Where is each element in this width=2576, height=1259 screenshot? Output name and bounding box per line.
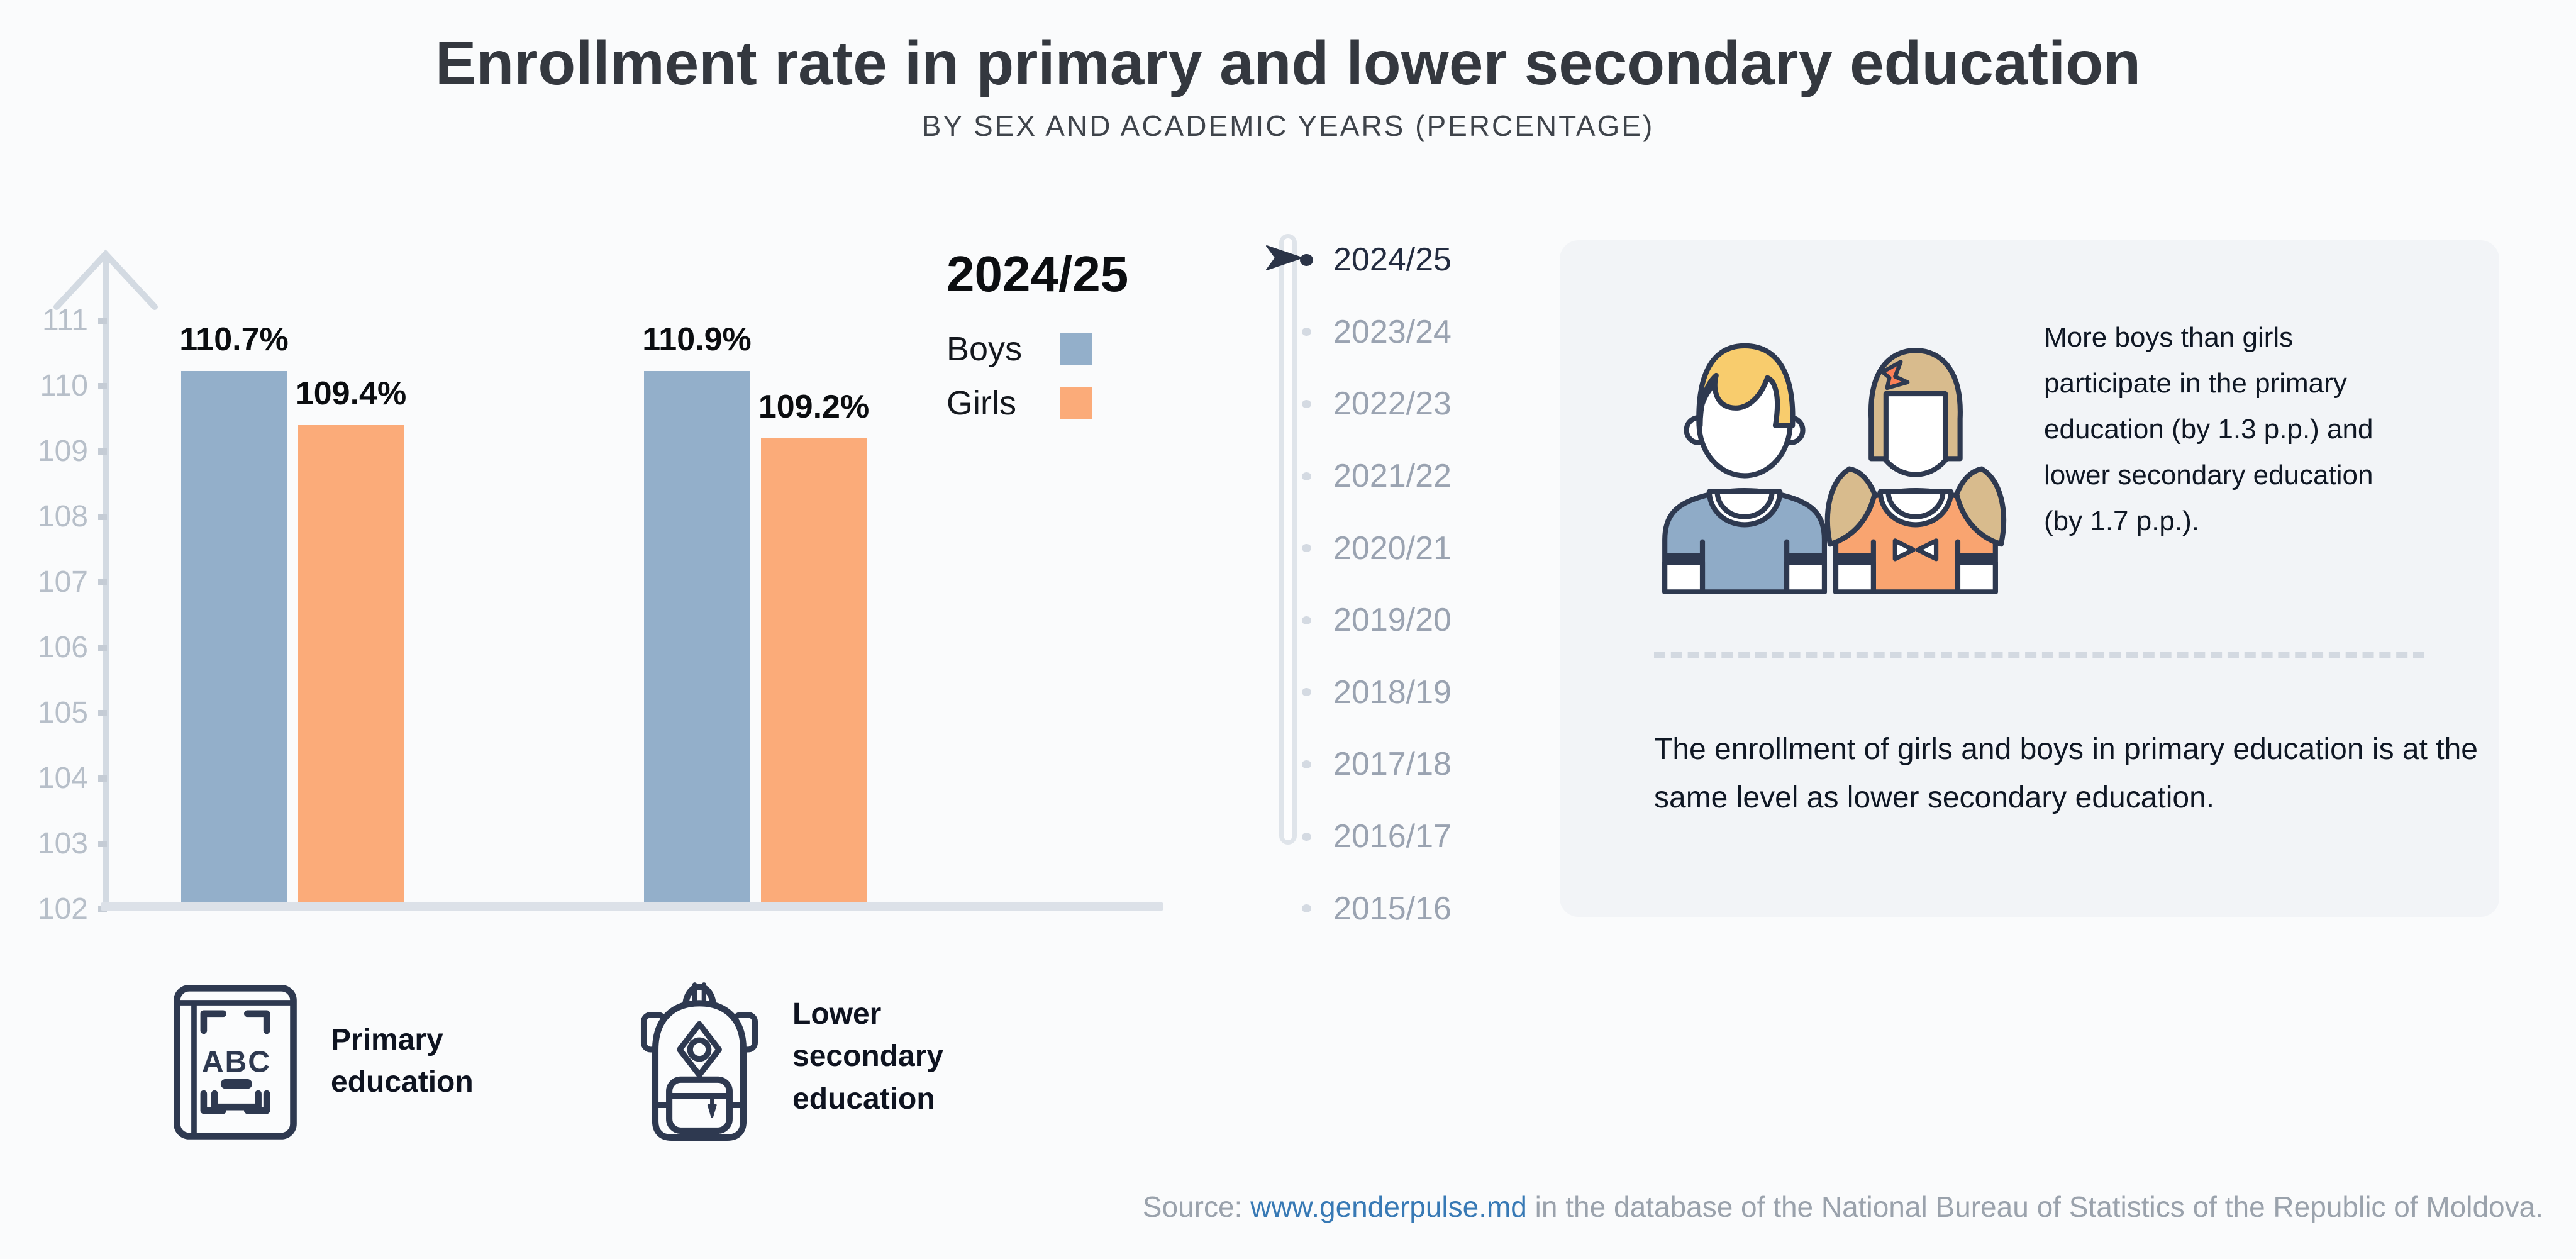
timeline-cursor-icon[interactable]	[1265, 243, 1304, 272]
svg-text:ABC: ABC	[202, 1045, 271, 1079]
timeline-year-2023-24[interactable]: 2023/24	[1299, 296, 1452, 369]
y-axis-tick: 102	[6, 887, 88, 931]
page-title: Enrollment rate in primary and lower sec…	[435, 28, 2141, 97]
insight-panel: More boys than girls participate in the …	[1560, 240, 2499, 917]
timeline-year-2017-18[interactable]: 2017/18	[1299, 728, 1452, 801]
bar-group-lower-secondary-boys: 110.9%	[642, 321, 752, 909]
x-axis-line	[101, 902, 1163, 911]
timeline-dot	[1299, 829, 1313, 843]
y-axis-tick: 107	[6, 560, 88, 604]
timeline-year-2024-25[interactable]: 2024/25	[1299, 224, 1452, 296]
bar-boys-primary	[181, 371, 287, 909]
boys-color-swatch	[1060, 333, 1092, 365]
insight-text-secondary: The enrollment of girls and boys in prim…	[1654, 733, 2478, 814]
dashed-divider	[1654, 652, 2424, 658]
legend-item-boys: Boys	[947, 330, 1128, 369]
category-primary-education: ABC Primary education	[169, 976, 488, 1146]
y-axis-tick: 108	[6, 495, 88, 539]
timeline-dot	[1299, 685, 1313, 699]
y-axis-tick: 103	[6, 822, 88, 866]
insight-text-primary: More boys than girls participate in the …	[2044, 322, 2373, 537]
header: Enrollment rate in primary and lower sec…	[0, 28, 2576, 143]
source-suffix: in the database of the National Bureau o…	[1526, 1190, 2543, 1223]
legend-label: Girls	[947, 384, 1016, 422]
girls-color-swatch	[1060, 387, 1092, 419]
bar-group-primary-girls: 109.4%	[295, 321, 407, 909]
y-axis-tick: 110	[6, 364, 88, 408]
bar-value-label: 110.9%	[642, 321, 752, 358]
book-abc-icon: ABC	[174, 985, 297, 1140]
legend-title-year: 2024/25	[947, 246, 1129, 302]
timeline-dot	[1299, 902, 1313, 916]
timeline-year-2015-16[interactable]: 2015/16	[1299, 872, 1452, 945]
y-axis-tick: 105	[6, 691, 88, 735]
timeline-dot	[1299, 253, 1313, 267]
y-axis-tick: 104	[6, 757, 88, 801]
bar-girls-primary	[298, 425, 404, 909]
bar-group-primary-boys: 110.7%	[179, 321, 289, 909]
timeline-year-2019-20[interactable]: 2019/20	[1299, 584, 1452, 657]
y-axis-tick: 109	[6, 430, 88, 474]
category-lower-secondary-education: Lower secondary education	[624, 968, 950, 1145]
category-label: Lower secondary education	[792, 997, 944, 1116]
timeline-track	[1279, 234, 1297, 845]
timeline-year-2018-19[interactable]: 2018/19	[1299, 657, 1452, 729]
timeline-dot	[1299, 397, 1313, 411]
timeline-dot	[1299, 325, 1313, 339]
timeline-year-2020-21[interactable]: 2020/21	[1299, 512, 1452, 584]
y-axis-tick: 106	[6, 626, 88, 670]
bar-value-label: 109.2%	[758, 389, 870, 426]
legend-label: Boys	[947, 330, 1023, 368]
source-link[interactable]: www.genderpulse.md	[1250, 1190, 1527, 1223]
bar-boys-lower-secondary	[644, 371, 750, 909]
bar-girls-lower-secondary	[761, 438, 867, 909]
bar-group-lower-secondary-girls: 109.2%	[758, 321, 870, 909]
timeline-year-2021-22[interactable]: 2021/22	[1299, 440, 1452, 513]
timeline-dot	[1299, 757, 1313, 771]
source-prefix: Source:	[1142, 1190, 1251, 1223]
y-axis-tick: 111	[6, 299, 88, 343]
chart-legend: 2024/25 Boys Girls	[947, 245, 1128, 438]
backpack-icon	[640, 982, 758, 1141]
timeline-year-2016-17[interactable]: 2016/17	[1299, 801, 1452, 873]
year-timeline: 2024/25 2023/24 2022/23 2021/22 2020/21 …	[1299, 224, 1452, 945]
timeline-year-2022-23[interactable]: 2022/23	[1299, 368, 1452, 440]
legend-item-girls: Girls	[947, 384, 1128, 423]
bar-value-label: 110.7%	[179, 321, 289, 358]
timeline-dot	[1299, 541, 1313, 555]
category-label: Primary education	[331, 1023, 474, 1099]
bar-value-label: 109.4%	[295, 375, 407, 413]
page-subtitle: BY SEX AND ACADEMIC YEARS (PERCENTAGE)	[921, 109, 1655, 142]
timeline-dot	[1299, 469, 1313, 483]
y-axis: 111 110 109 108 107 106 105 104 103 102	[6, 299, 88, 931]
boy-girl-illustration	[1662, 343, 2007, 594]
hair-bow	[1880, 360, 1910, 391]
timeline-dot	[1299, 613, 1313, 627]
source-line: Source: www.genderpulse.md in the databa…	[1143, 1190, 2543, 1224]
